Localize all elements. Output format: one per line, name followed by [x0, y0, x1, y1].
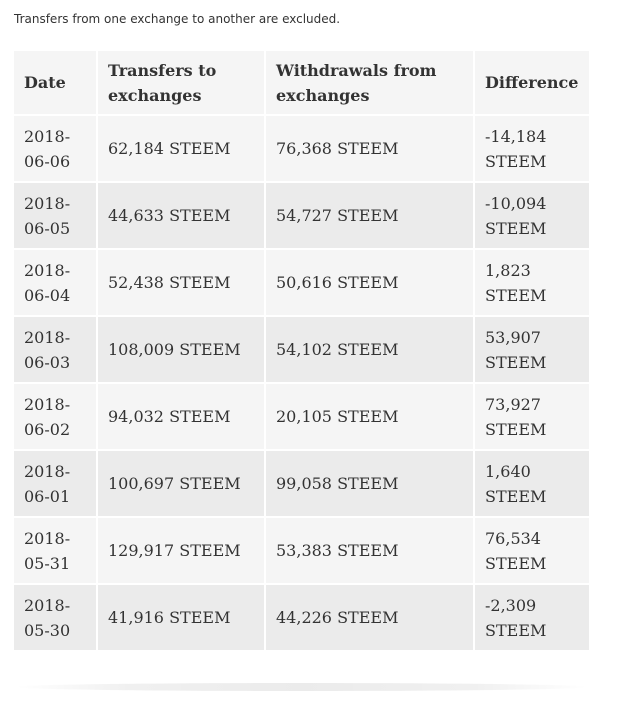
cell-date: 2018-06-03 — [14, 317, 98, 384]
table-header-row: Date Transfers to exchanges Withdrawals … — [14, 51, 589, 116]
table-row: 2018-06-01 100,697 STEEM 99,058 STEEM 1,… — [14, 451, 589, 518]
cell-difference: -14,184 STEEM — [475, 116, 589, 183]
cell-withdrawals-from: 53,383 STEEM — [266, 518, 475, 585]
cell-transfers-to: 94,032 STEEM — [98, 384, 266, 451]
cell-date: 2018-06-04 — [14, 250, 98, 317]
cell-date: 2018-06-06 — [14, 116, 98, 183]
cell-withdrawals-from: 20,105 STEEM — [266, 384, 475, 451]
section-divider — [14, 683, 589, 691]
table-row: 2018-05-30 41,916 STEEM 44,226 STEEM -2,… — [14, 585, 589, 652]
cell-difference: 1,823 STEEM — [475, 250, 589, 317]
cell-withdrawals-from: 99,058 STEEM — [266, 451, 475, 518]
cell-withdrawals-from: 54,102 STEEM — [266, 317, 475, 384]
header-date: Date — [14, 51, 98, 116]
cell-date: 2018-06-05 — [14, 183, 98, 250]
table-row: 2018-06-04 52,438 STEEM 50,616 STEEM 1,8… — [14, 250, 589, 317]
cell-transfers-to: 52,438 STEEM — [98, 250, 266, 317]
cell-difference: 1,640 STEEM — [475, 451, 589, 518]
cell-transfers-to: 41,916 STEEM — [98, 585, 266, 652]
header-difference: Difference — [475, 51, 589, 116]
table-row: 2018-06-03 108,009 STEEM 54,102 STEEM 53… — [14, 317, 589, 384]
cell-transfers-to: 62,184 STEEM — [98, 116, 266, 183]
cell-difference: -10,094 STEEM — [475, 183, 589, 250]
cell-difference: -2,309 STEEM — [475, 585, 589, 652]
table-row: 2018-06-05 44,633 STEEM 54,727 STEEM -10… — [14, 183, 589, 250]
cell-withdrawals-from: 54,727 STEEM — [266, 183, 475, 250]
cell-withdrawals-from: 44,226 STEEM — [266, 585, 475, 652]
header-transfers-to-exchanges: Transfers to exchanges — [98, 51, 266, 116]
cell-transfers-to: 108,009 STEEM — [98, 317, 266, 384]
cell-withdrawals-from: 76,368 STEEM — [266, 116, 475, 183]
cell-withdrawals-from: 50,616 STEEM — [266, 250, 475, 317]
table-row: 2018-05-31 129,917 STEEM 53,383 STEEM 76… — [14, 518, 589, 585]
cell-difference: 73,927 STEEM — [475, 384, 589, 451]
cell-transfers-to: 44,633 STEEM — [98, 183, 266, 250]
cell-date: 2018-06-01 — [14, 451, 98, 518]
cell-transfers-to: 100,697 STEEM — [98, 451, 266, 518]
cell-difference: 76,534 STEEM — [475, 518, 589, 585]
cell-date: 2018-05-31 — [14, 518, 98, 585]
cell-date: 2018-05-30 — [14, 585, 98, 652]
cell-transfers-to: 129,917 STEEM — [98, 518, 266, 585]
table-note: Transfers from one exchange to another a… — [14, 12, 341, 26]
cell-date: 2018-06-02 — [14, 384, 98, 451]
table-row: 2018-06-02 94,032 STEEM 20,105 STEEM 73,… — [14, 384, 589, 451]
header-withdrawals-from-exchanges: Withdrawals from exchanges — [266, 51, 475, 116]
table-row: 2018-06-06 62,184 STEEM 76,368 STEEM -14… — [14, 116, 589, 183]
exchange-flows-table: Date Transfers to exchanges Withdrawals … — [14, 51, 589, 652]
cell-difference: 53,907 STEEM — [475, 317, 589, 384]
